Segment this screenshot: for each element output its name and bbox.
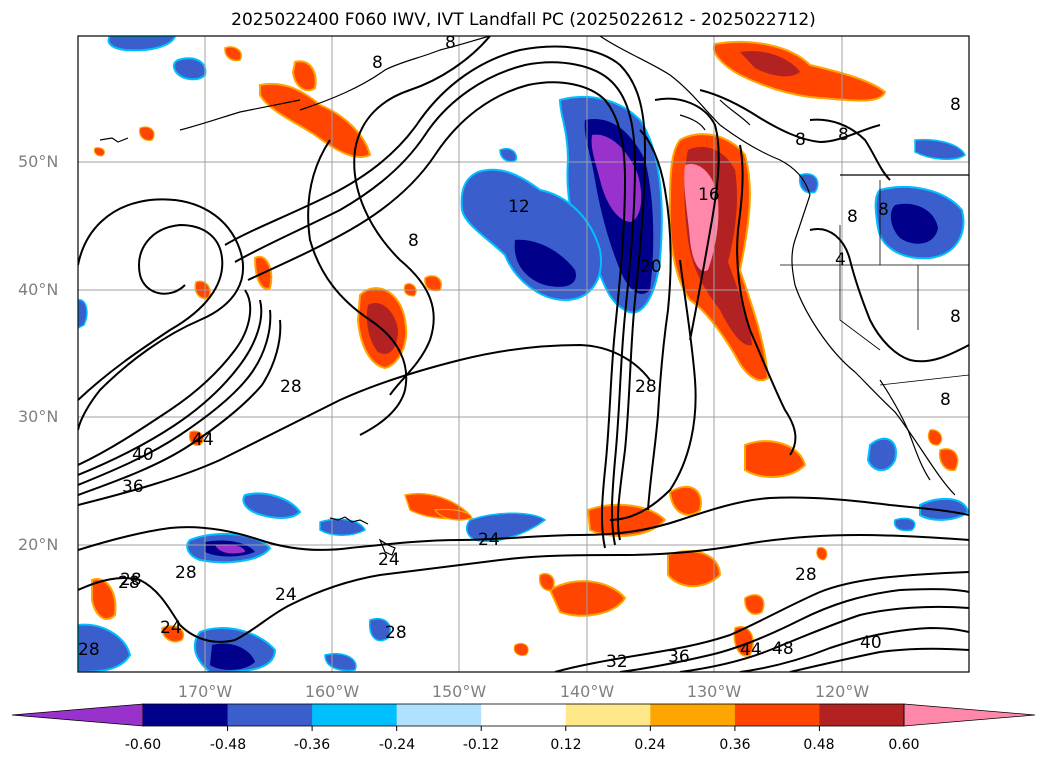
graticule [78, 36, 969, 672]
lat-label: 20°N [18, 535, 59, 554]
colorbar-tick-label: 0.48 [803, 737, 835, 753]
contour-label: 8 [372, 53, 383, 73]
contour-label: 4 [835, 250, 846, 270]
contour-label: 8 [408, 231, 419, 251]
colorbar [11, 703, 1036, 731]
lon-label: 140°W [559, 682, 615, 701]
contour-label: 8 [950, 307, 961, 327]
lat-label: 40°N [18, 280, 59, 299]
contour-label: 28 [385, 623, 407, 643]
lon-label: 130°W [686, 682, 742, 701]
colorbar-segment [650, 704, 736, 726]
contour-label: 28 [175, 563, 197, 583]
contour-label: 24 [478, 530, 500, 550]
colorbar-segment [312, 704, 398, 726]
contour-label: 24 [378, 550, 400, 570]
contour-label: 44 [740, 640, 762, 660]
contour-label: 40 [132, 445, 154, 465]
coastlines [99, 36, 969, 556]
colorbar-extend-low [11, 703, 144, 727]
contour-label: 24 [275, 585, 297, 605]
colorbar-segment [819, 704, 905, 726]
contour-label: 16 [698, 185, 720, 205]
lon-label: 150°W [431, 682, 487, 701]
colorbar-extend-high [903, 703, 1036, 727]
contour-label: 28 [118, 573, 140, 593]
contour-label: 8 [940, 390, 951, 410]
colorbar-tick-label: -0.60 [124, 737, 162, 753]
contour-label: 8 [847, 207, 858, 227]
colorbar-segment [565, 704, 651, 726]
colorbar-segment [143, 704, 229, 726]
contour-label: 36 [668, 647, 690, 667]
lat-label: 30°N [18, 407, 59, 426]
lon-label: 120°W [814, 682, 870, 701]
lon-label: 160°W [304, 682, 360, 701]
colorbar-tick-label: -0.12 [462, 737, 500, 753]
lon-label: 170°W [177, 682, 233, 701]
contour-label: 28 [795, 565, 817, 585]
contour-label: 48 [772, 639, 794, 659]
colorbar-tick-label: -0.48 [209, 737, 247, 753]
contour-labels: 8 8 8 8 8 8 8 4 8 8 12 16 20 28 28 28 40… [78, 33, 961, 672]
colorbar-tick-label: 0.60 [888, 737, 920, 753]
colorbar-segment [227, 704, 313, 726]
lat-label: 50°N [18, 152, 59, 171]
contour-label: 8 [795, 130, 806, 150]
contour-label: 8 [838, 125, 849, 145]
colorbar-frame [142, 703, 905, 727]
contour-label: 8 [950, 95, 961, 115]
map-title: 2025022400 F060 IWV, IVT Landfall PC (20… [231, 10, 816, 30]
contour-label: 24 [160, 618, 182, 638]
colorbar-segment [734, 704, 820, 726]
colorbar-tick-label: -0.24 [378, 737, 416, 753]
anomaly-fill-negative [78, 36, 969, 672]
contour-label: 40 [860, 633, 882, 653]
contour-label: 28 [280, 377, 302, 397]
plot-area [78, 36, 969, 672]
plot-frame [77, 35, 970, 673]
colorbar-tick-label: 0.36 [719, 737, 751, 753]
contour-label: 32 [606, 652, 628, 672]
colorbar-tick-label: 0.24 [634, 737, 666, 753]
colorbar-tick-label: 0.12 [550, 737, 582, 753]
contour-label: 44 [192, 430, 214, 450]
contour-label: 28 [78, 640, 100, 660]
colorbar-segment [481, 704, 567, 726]
colorbar-tick-label: -0.36 [293, 737, 331, 753]
contour-label: 8 [878, 200, 889, 220]
contour-label: 36 [122, 477, 144, 497]
contour-label: 12 [508, 197, 530, 217]
colorbar-segment [396, 704, 482, 726]
iwv-contours [78, 36, 969, 672]
contour-label: 8 [445, 33, 456, 53]
contour-label: 28 [120, 570, 142, 590]
anomaly-fill-positive [91, 40, 959, 657]
contour-label: 28 [635, 377, 657, 397]
contour-label: 20 [640, 257, 662, 277]
